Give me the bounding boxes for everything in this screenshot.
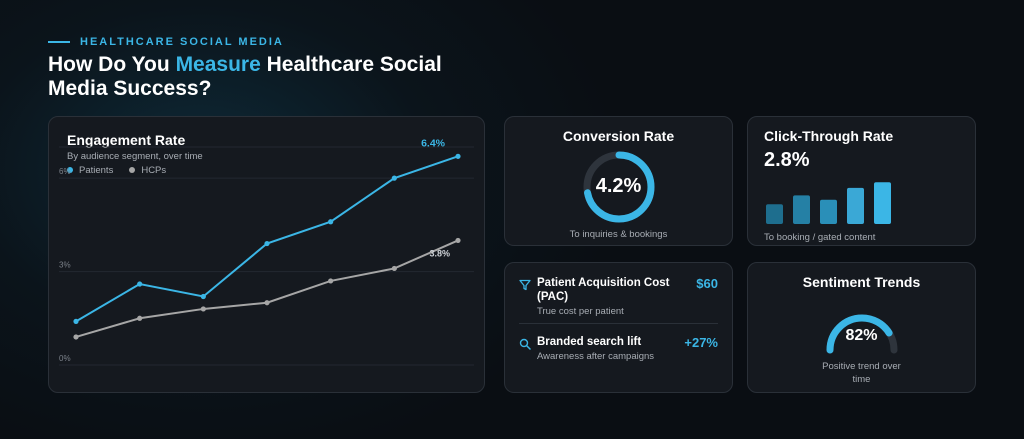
data-point: [137, 315, 143, 321]
ctr-bar: [820, 199, 837, 224]
sentiment-value: 82%: [845, 327, 878, 344]
conversion-donut: [583, 151, 655, 223]
ctr-value: 2.8%: [764, 149, 810, 171]
eyebrow-line: [48, 41, 70, 43]
chart-legend: Patients HCPs: [67, 165, 166, 176]
title-highlight: Measure: [175, 53, 261, 76]
ctr-caption: To booking / gated content: [764, 232, 876, 243]
sentiment-title: Sentiment Trends: [802, 274, 921, 290]
branded-row: Branded search lift Awareness after camp…: [519, 335, 718, 362]
end-label: 6.4%: [421, 137, 446, 149]
donut-arc: [583, 151, 655, 223]
data-point: [73, 334, 79, 340]
conversion-card: Conversion Rate 4.2% To inquiries & book…: [504, 116, 733, 246]
title-pre: How Do You: [48, 53, 176, 76]
series-line-patients: [75, 155, 459, 323]
data-point: [264, 300, 270, 306]
conversion-title: Conversion Rate: [562, 128, 675, 144]
eyebrow-text: HEALTHCARE SOCIAL MEDIA: [80, 36, 284, 48]
data-point: [200, 293, 206, 300]
branded-text: Branded search lift Awareness after camp…: [537, 335, 684, 362]
data-point: [455, 237, 461, 244]
engagement-chart: 0% 3% 6% 6.4% 3.8%: [59, 137, 474, 366]
filter-icon: [519, 278, 537, 296]
engagement-card: Engagement Rate By audience segment, ove…: [48, 116, 485, 393]
legend-hcps: HCPs: [129, 165, 166, 176]
data-point: [455, 153, 461, 159]
y-tick-label: 3%: [59, 261, 71, 270]
search-icon: [519, 337, 537, 355]
eyebrow: HEALTHCARE SOCIAL MEDIA: [48, 36, 284, 48]
sentiment-card: Sentiment Trends 82% Positive trend over…: [747, 262, 976, 393]
ctr-bar: [847, 187, 864, 224]
data-point: [264, 240, 270, 247]
legend-dot-hcps: [129, 167, 136, 174]
branded-sub: Awareness after campaigns: [537, 351, 655, 362]
ctr-bar: [874, 182, 891, 224]
sentiment-caption: Positive trend over time: [822, 361, 901, 385]
conversion-value: 4.2%: [595, 175, 642, 197]
title-post: Healthcare Social Media Success?: [48, 53, 442, 100]
legend-label-hcps: HCPs: [141, 165, 167, 176]
ctr-card: Click-Through Rate 2.8% To booking / gat…: [747, 116, 976, 246]
metrics-card: Patient Acquisition Cost (PAC) True cost…: [504, 262, 733, 393]
pac-row: Patient Acquisition Cost (PAC) True cost…: [519, 276, 718, 317]
engagement-subtitle: By audience segment, over time: [67, 151, 203, 162]
pac-sub: True cost per patient: [537, 306, 624, 317]
data-point: [328, 278, 334, 284]
ctr-bar: [766, 204, 783, 224]
legend-dot-patients: [67, 167, 73, 174]
sentiment-gauge: [826, 314, 898, 354]
conversion-caption: To inquiries & bookings: [569, 229, 668, 240]
data-point: [391, 265, 397, 272]
pac-value: $60: [696, 276, 718, 291]
ctr-bar-chart: [766, 182, 891, 224]
data-point: [328, 219, 334, 225]
data-point: [137, 281, 143, 287]
branded-value: +27%: [684, 335, 718, 350]
legend-label-patients: Patients: [79, 165, 114, 176]
legend-patients: Patients: [67, 165, 113, 176]
data-point: [73, 318, 79, 324]
data-point: [200, 306, 206, 312]
engagement-title: Engagement Rate: [67, 132, 186, 148]
pac-label: Patient Acquisition Cost (PAC): [537, 277, 670, 303]
pac-text: Patient Acquisition Cost (PAC) True cost…: [537, 276, 696, 317]
gauge-arc: [826, 314, 898, 354]
data-point: [391, 175, 397, 181]
y-tick-label: 6%: [59, 167, 71, 176]
y-tick-label: 0%: [59, 354, 71, 363]
metrics-divider: [519, 323, 718, 324]
ctr-title: Click-Through Rate: [764, 128, 894, 144]
ctr-bar: [793, 195, 810, 224]
page-title: How Do You Measure Healthcare Social Med…: [48, 53, 478, 101]
branded-label: Branded search lift: [537, 336, 642, 348]
end-label: 3.8%: [429, 248, 450, 258]
